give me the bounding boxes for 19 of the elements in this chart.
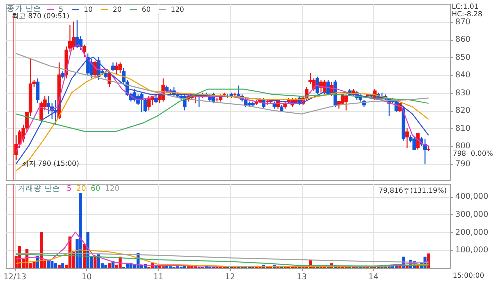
y-tick-label: 800 xyxy=(456,142,471,151)
x-tick-label: 12/13 xyxy=(4,272,27,282)
y-tick-label: 200,000 xyxy=(456,228,489,237)
y-tick-label: 400,000 xyxy=(456,192,489,202)
y-tick-label: 870 xyxy=(456,17,471,26)
y-tick-label: 860 xyxy=(456,35,471,44)
x-tick-label: 12 xyxy=(225,272,236,282)
y-tick-label: 790 xyxy=(456,160,471,168)
x-tick-label: 11 xyxy=(153,272,164,282)
y-tick-label: 850 xyxy=(456,52,471,62)
y-tick-label: 830 xyxy=(456,88,471,98)
x-tick-label: 14 xyxy=(368,272,379,282)
y-tick-label: 810 xyxy=(456,124,471,133)
x-tick-label: 10 xyxy=(82,272,92,282)
y-tick-label: 100,000 xyxy=(456,246,489,255)
y-tick-label: 820 xyxy=(456,106,471,116)
y-tick-label: 300,000 xyxy=(456,210,489,219)
y-tick-label: 840 xyxy=(456,70,471,80)
x-tick-label: 13 xyxy=(296,272,308,282)
